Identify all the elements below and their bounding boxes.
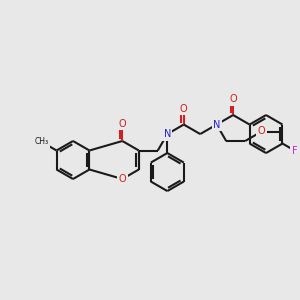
Text: O: O	[180, 103, 188, 113]
Text: CH₃: CH₃	[35, 137, 49, 146]
Text: O: O	[118, 174, 126, 184]
Text: N: N	[213, 119, 220, 130]
Text: F: F	[292, 146, 297, 155]
Text: O: O	[118, 119, 126, 129]
Text: O: O	[229, 94, 237, 104]
Text: O: O	[258, 127, 266, 136]
Text: N: N	[164, 129, 171, 139]
